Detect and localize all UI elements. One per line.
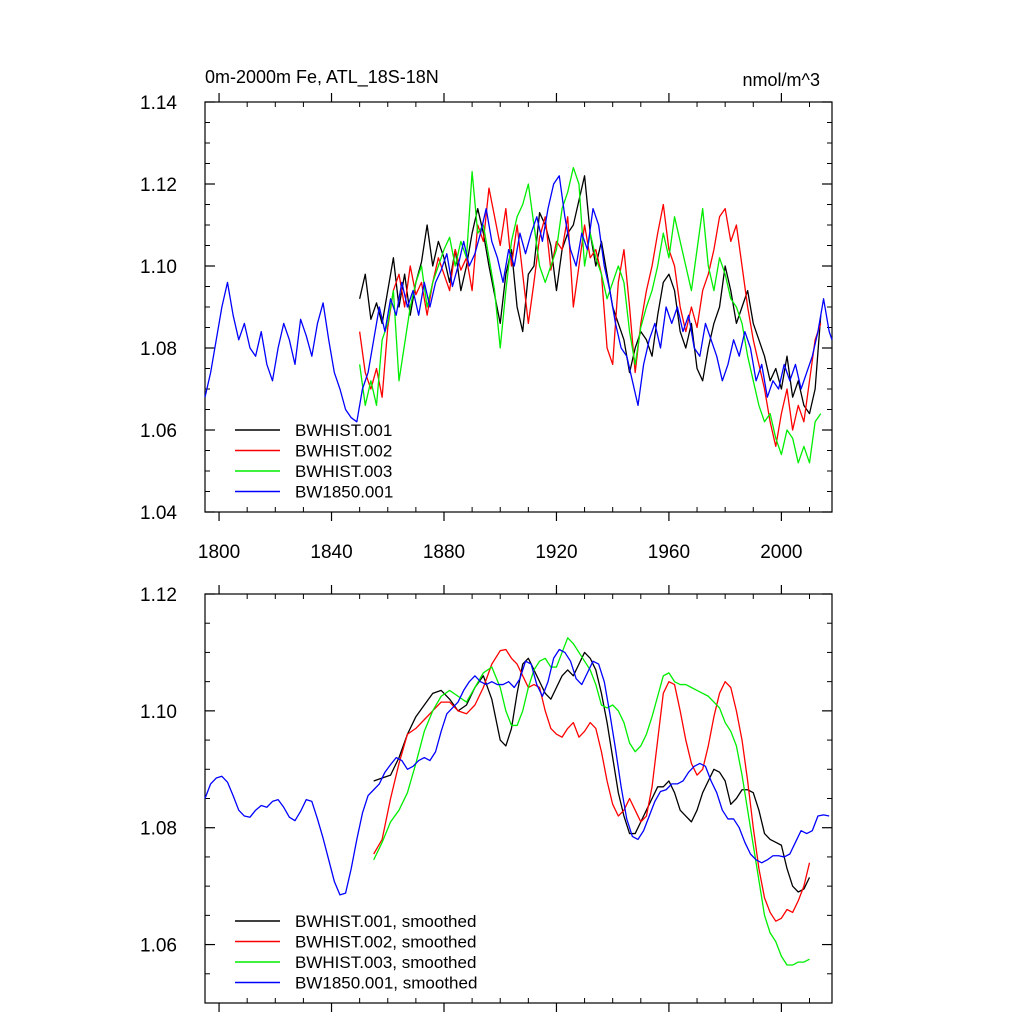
series-line-bwhist-002 bbox=[358, 187, 822, 448]
x-tick-label: 1920 bbox=[535, 542, 577, 563]
series-line-bwhist-001-smoothed bbox=[373, 651, 811, 893]
series-line-bwhist-001 bbox=[359, 175, 822, 415]
legend-label: BWHIST.002, smoothed bbox=[295, 933, 476, 952]
figure-title: 0m-2000m Fe, ATL_18S-18N bbox=[205, 67, 439, 88]
y-tick-label: 1.08 bbox=[140, 339, 177, 360]
legend-label: BW1850.001 bbox=[295, 483, 393, 502]
series-line-bwhist-003-smoothed bbox=[373, 637, 810, 966]
x-tick-label: 1960 bbox=[648, 542, 690, 563]
legend-label: BWHIST.002 bbox=[295, 442, 392, 461]
series-line-bwhist-002-smoothed bbox=[373, 648, 811, 922]
series-line-bw1850-001 bbox=[204, 175, 833, 423]
series-line-bw1850-001-smoothed bbox=[204, 648, 830, 896]
x-tick-label: 1880 bbox=[423, 542, 465, 563]
legend-label: BW1850.001, smoothed bbox=[295, 974, 477, 993]
y-tick-label: 1.14 bbox=[140, 93, 177, 114]
x-tick-label: 1800 bbox=[198, 542, 240, 563]
y-tick-label: 1.10 bbox=[140, 702, 177, 723]
raw-timeseries-chart: 1800 1840 1880 1920 1960 2000 1.04 1.06 1.08 1.10… bbox=[140, 93, 833, 563]
x-tick-label: 1840 bbox=[310, 542, 352, 563]
units-label: nmol/m^3 bbox=[743, 70, 820, 90]
legend-label: BWHIST.001, smoothed bbox=[295, 912, 476, 931]
y-tick-label: 1.06 bbox=[140, 421, 177, 442]
legend-label: BWHIST.001 bbox=[295, 421, 392, 440]
y-tick-label: 1.12 bbox=[140, 585, 177, 606]
legend-label: BWHIST.003 bbox=[295, 462, 392, 481]
x-tick-label: 2000 bbox=[760, 542, 802, 563]
y-tick-label: 1.04 bbox=[140, 503, 177, 524]
legend-label: BWHIST.003, smoothed bbox=[295, 953, 476, 972]
y-tick-label: 1.08 bbox=[140, 819, 177, 840]
y-tick-label: 1.10 bbox=[140, 257, 177, 278]
y-tick-label: 1.12 bbox=[140, 175, 177, 196]
smoothed-timeseries-chart: 1.06 1.08 1.10 1.12 BWHIST.001, smoothed BWHI… bbox=[140, 585, 833, 1012]
y-tick-label: 1.06 bbox=[140, 936, 177, 957]
